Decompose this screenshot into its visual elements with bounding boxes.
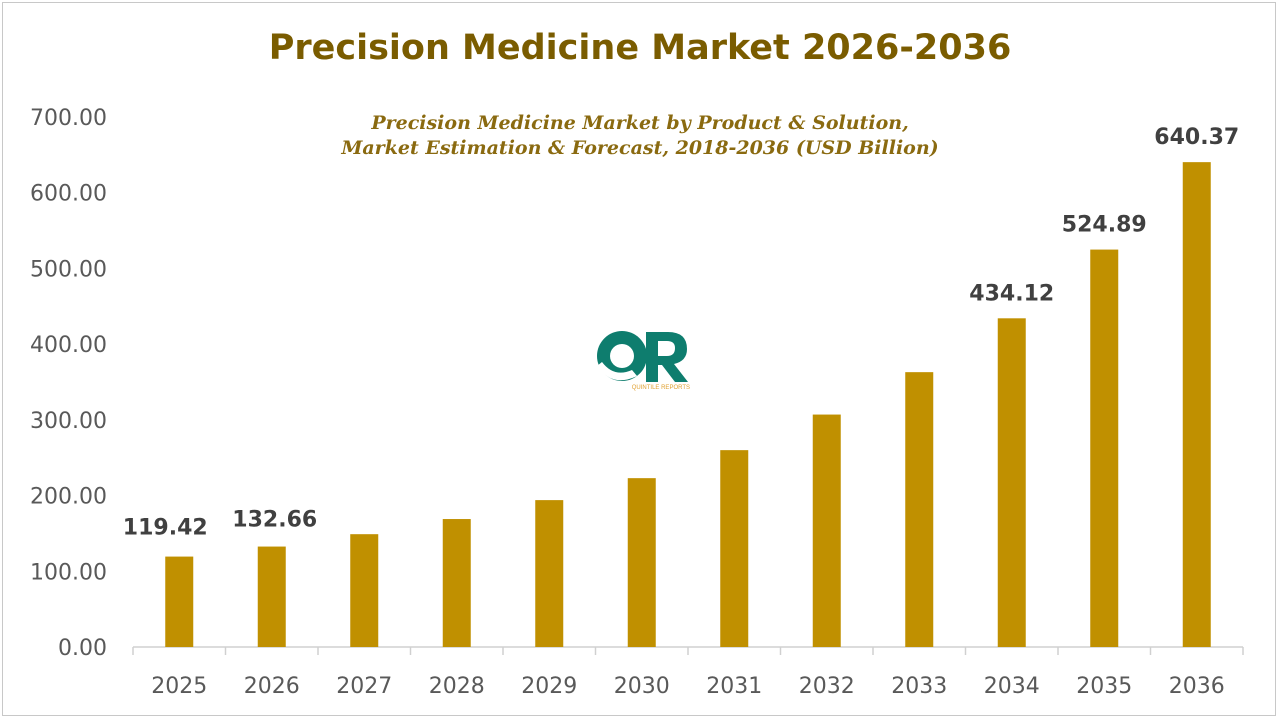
logo-text: QUINTILE REPORTS: [632, 385, 690, 391]
x-tick-label: 2028: [429, 674, 485, 699]
chart-subtitle: Precision Medicine Market by Product & S…: [341, 112, 939, 159]
x-tick-label: 2033: [891, 674, 947, 699]
x-tick-label: 2029: [521, 674, 577, 699]
bar-2031: [720, 450, 749, 647]
x-tick-label: 2036: [1169, 674, 1225, 699]
x-tick-label: 2032: [799, 674, 855, 699]
x-tick-label: 2031: [706, 674, 762, 699]
bar-2036: [1182, 162, 1211, 647]
bar-2034: [997, 318, 1026, 647]
y-tick-label: 300.00: [30, 409, 107, 434]
bar-2027: [350, 534, 379, 647]
data-label: 132.66: [232, 508, 317, 533]
bar-2032: [812, 414, 841, 647]
bar-2025: [165, 556, 194, 647]
y-tick-label: 600.00: [30, 182, 107, 207]
x-tick-label: 2035: [1076, 674, 1132, 699]
data-label: 434.12: [969, 281, 1054, 306]
bar-2030: [627, 478, 656, 647]
y-tick-label: 500.00: [30, 257, 107, 282]
data-label: 640.37: [1154, 125, 1239, 150]
bar-2028: [442, 519, 471, 647]
x-tick-label: 2034: [984, 674, 1040, 699]
chart-title: Precision Medicine Market 2026-2036: [268, 28, 1012, 68]
x-tick-label: 2030: [614, 674, 670, 699]
y-tick-label: 700.00: [30, 106, 107, 131]
bar-2035: [1090, 249, 1119, 647]
x-tick-label: 2026: [244, 674, 300, 699]
y-tick-label: 100.00: [30, 560, 107, 585]
quintile-reports-logo: QUINTILE REPORTS: [592, 326, 692, 392]
bar-2029: [535, 500, 564, 647]
y-tick-label: 0.00: [58, 636, 107, 661]
data-label: 119.42: [123, 516, 208, 541]
y-tick-label: 200.00: [30, 485, 107, 510]
bar-2033: [905, 372, 934, 647]
x-tick-label: 2025: [151, 674, 207, 699]
x-tick-label: 2027: [336, 674, 392, 699]
y-tick-label: 400.00: [30, 333, 107, 358]
data-label: 524.89: [1062, 213, 1147, 238]
bar-2026: [257, 546, 286, 647]
